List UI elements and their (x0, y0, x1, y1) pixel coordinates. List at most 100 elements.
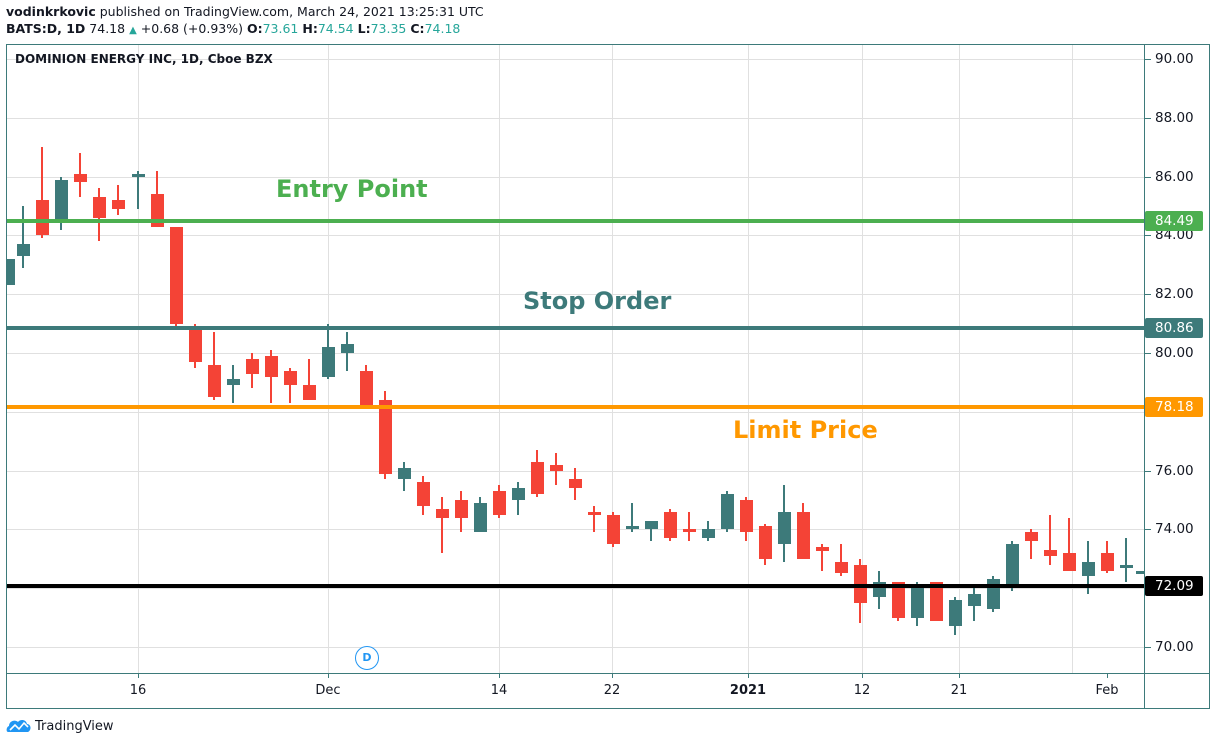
price-badge-stop-order[interactable]: 80.86 (1145, 317, 1203, 338)
candle-body[interactable] (1136, 570, 1145, 574)
candle-body[interactable] (797, 511, 810, 559)
price-line-entry-point[interactable] (7, 218, 1145, 223)
open-label: O: (246, 21, 263, 36)
candle-body[interactable] (892, 582, 905, 618)
candle-body[interactable] (455, 500, 468, 518)
price-badge-support[interactable]: 72.09 (1145, 575, 1203, 596)
candle-body[interactable] (170, 226, 183, 324)
candle-body[interactable] (835, 561, 848, 574)
candle-body[interactable] (322, 347, 335, 377)
candle-wick (1125, 538, 1127, 583)
candle-body[interactable] (74, 173, 87, 183)
time-label: Dec (315, 683, 341, 698)
candle-body[interactable] (512, 488, 525, 500)
candle-body[interactable] (816, 547, 829, 552)
candle-body[interactable] (778, 511, 791, 545)
candle-body[interactable] (132, 173, 145, 177)
candle-wick (137, 170, 139, 209)
candle-body[interactable] (645, 520, 658, 530)
candle-body[interactable] (55, 179, 68, 221)
time-tick (138, 673, 139, 678)
candle-body[interactable] (626, 526, 639, 530)
candle-body[interactable] (930, 582, 943, 621)
candle-wick (441, 497, 443, 553)
horizontal-gridline (7, 353, 1145, 354)
time-label: 14 (490, 683, 508, 698)
candle-body[interactable] (1082, 561, 1095, 577)
candle-body[interactable] (1044, 549, 1057, 556)
candle-wick (308, 358, 310, 401)
price-badge-entry-point[interactable]: 84.49 (1145, 210, 1203, 231)
candle-body[interactable] (740, 500, 753, 533)
candle-body[interactable] (493, 491, 506, 515)
candle-body[interactable] (1025, 532, 1038, 542)
price-change: +0.68 (+0.93%) (140, 21, 243, 36)
price-tick (1145, 118, 1151, 119)
candle-body[interactable] (398, 467, 411, 480)
vertical-gridline (862, 45, 863, 673)
candle-body[interactable] (721, 494, 734, 530)
candle-body[interactable] (569, 479, 582, 489)
candle-body[interactable] (474, 502, 487, 533)
horizontal-gridline (7, 412, 1145, 413)
author-name[interactable]: vodinkrkovic (6, 4, 96, 19)
candle-body[interactable] (246, 358, 259, 374)
price-label: 70.00 (1155, 639, 1194, 655)
price-tick (1145, 471, 1151, 472)
candle-body[interactable] (151, 194, 164, 227)
candle-body[interactable] (284, 370, 297, 386)
time-tick (748, 673, 749, 678)
price-line-limit-price[interactable] (7, 404, 1145, 409)
candle-body[interactable] (36, 200, 49, 236)
candle-body[interactable] (531, 461, 544, 495)
time-label: 16 (129, 683, 147, 698)
candle-body[interactable] (968, 594, 981, 606)
vertical-gridline (138, 45, 139, 673)
candle-body[interactable] (7, 258, 15, 286)
time-axis-border (7, 673, 1209, 674)
candle-body[interactable] (607, 514, 620, 545)
candle-body[interactable] (227, 379, 240, 386)
price-line-stop-order[interactable] (7, 325, 1145, 330)
candle-body[interactable] (683, 529, 696, 533)
candle-body[interactable] (436, 508, 449, 518)
time-label: 22 (603, 683, 621, 698)
dividend-marker-icon[interactable]: D (355, 646, 379, 670)
candle-body[interactable] (1006, 544, 1019, 586)
time-tick (959, 673, 960, 678)
time-label: 21 (950, 683, 968, 698)
candle-body[interactable] (702, 529, 715, 539)
candle-body[interactable] (1101, 552, 1114, 571)
candle-body[interactable] (341, 344, 354, 353)
candle-body[interactable] (303, 385, 316, 401)
candle-body[interactable] (379, 400, 392, 474)
candle-body[interactable] (360, 370, 373, 406)
candle-body[interactable] (949, 599, 962, 627)
candle-body[interactable] (93, 197, 106, 218)
annotation-limit-price: Limit Price (733, 416, 878, 444)
time-tick (862, 673, 863, 678)
candle-body[interactable] (265, 355, 278, 377)
price-badge-limit-price[interactable]: 78.18 (1145, 396, 1203, 417)
vertical-gridline (499, 45, 500, 673)
candle-body[interactable] (1120, 564, 1133, 568)
close-value: 74.18 (424, 21, 461, 36)
candle-body[interactable] (417, 482, 430, 506)
candle-body[interactable] (911, 588, 924, 618)
price-line-support[interactable] (7, 583, 1145, 588)
candle-body[interactable] (189, 326, 202, 362)
candle-body[interactable] (759, 526, 772, 559)
candle-wick (593, 505, 595, 533)
plot-area[interactable]: Entry Point Stop Order Limit Price (7, 45, 1145, 673)
candle-body[interactable] (664, 511, 677, 539)
high-value: 74.54 (317, 21, 354, 36)
candle-body[interactable] (550, 464, 563, 471)
candle-body[interactable] (208, 364, 221, 398)
horizontal-gridline (7, 647, 1145, 648)
candle-body[interactable] (1063, 552, 1076, 571)
price-label: 86.00 (1155, 168, 1194, 185)
candle-body[interactable] (112, 200, 125, 209)
horizontal-gridline (7, 59, 1145, 60)
candle-body[interactable] (17, 244, 30, 256)
candle-body[interactable] (588, 511, 601, 515)
